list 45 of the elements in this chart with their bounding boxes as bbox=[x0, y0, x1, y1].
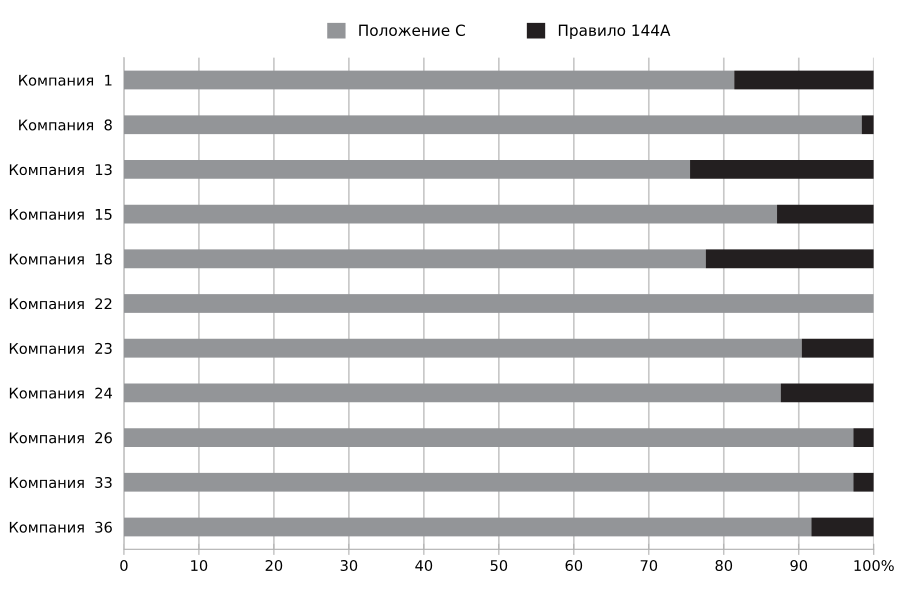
y-tick-label: Компания 15 bbox=[10, 209, 112, 220]
x-tick-label: 40 bbox=[415, 560, 432, 572]
bar bbox=[124, 204, 778, 224]
bar bbox=[706, 249, 874, 268]
bar bbox=[854, 428, 874, 447]
bar bbox=[690, 160, 874, 179]
x-tick-label: 20 bbox=[266, 560, 282, 572]
bar bbox=[124, 70, 734, 90]
bar bbox=[734, 70, 874, 90]
x-tick-label: 30 bbox=[340, 560, 358, 572]
legend-label: Правило 144А bbox=[558, 24, 670, 39]
x-tick-label: 50 bbox=[490, 560, 508, 572]
x-tick-label: 60 bbox=[566, 560, 582, 572]
y-tick-label: Компания 23 bbox=[10, 342, 112, 354]
y-tick-label: Компания 1 bbox=[19, 74, 112, 86]
x-tick-label: 80 bbox=[716, 560, 732, 572]
bar bbox=[802, 338, 874, 358]
bar bbox=[777, 204, 874, 224]
bar bbox=[124, 472, 854, 492]
bar bbox=[780, 384, 874, 402]
y-tick-label: Компания 8 bbox=[19, 119, 112, 130]
bar bbox=[124, 338, 802, 358]
bar bbox=[124, 518, 812, 536]
x-tick-label: 70 bbox=[640, 560, 658, 572]
y-tick-label: Компания 13 bbox=[10, 164, 112, 176]
y-tick-label: Компания 26 bbox=[10, 432, 112, 444]
bar bbox=[124, 428, 854, 447]
bar bbox=[854, 472, 874, 492]
y-tick-label: Компания 36 bbox=[10, 522, 112, 533]
bar bbox=[124, 160, 690, 179]
x-tick-label: 0 bbox=[120, 560, 128, 572]
x-tick-label: 10 bbox=[191, 560, 208, 572]
bar bbox=[124, 249, 706, 268]
x-tick-label: 100% bbox=[854, 560, 894, 572]
y-tick-label: Компания 22 bbox=[10, 298, 112, 310]
bar bbox=[862, 115, 874, 134]
x-tick-label: 90 bbox=[790, 560, 808, 572]
legend-label: Положение С bbox=[359, 24, 465, 36]
y-tick-label: Компания 24 bbox=[10, 388, 112, 399]
bar bbox=[124, 384, 781, 402]
bar bbox=[812, 518, 874, 536]
y-tick-label: Компания 18 bbox=[10, 254, 112, 265]
bar bbox=[124, 294, 874, 313]
bar bbox=[124, 115, 862, 134]
y-tick-label: Компания 33 bbox=[10, 477, 112, 488]
